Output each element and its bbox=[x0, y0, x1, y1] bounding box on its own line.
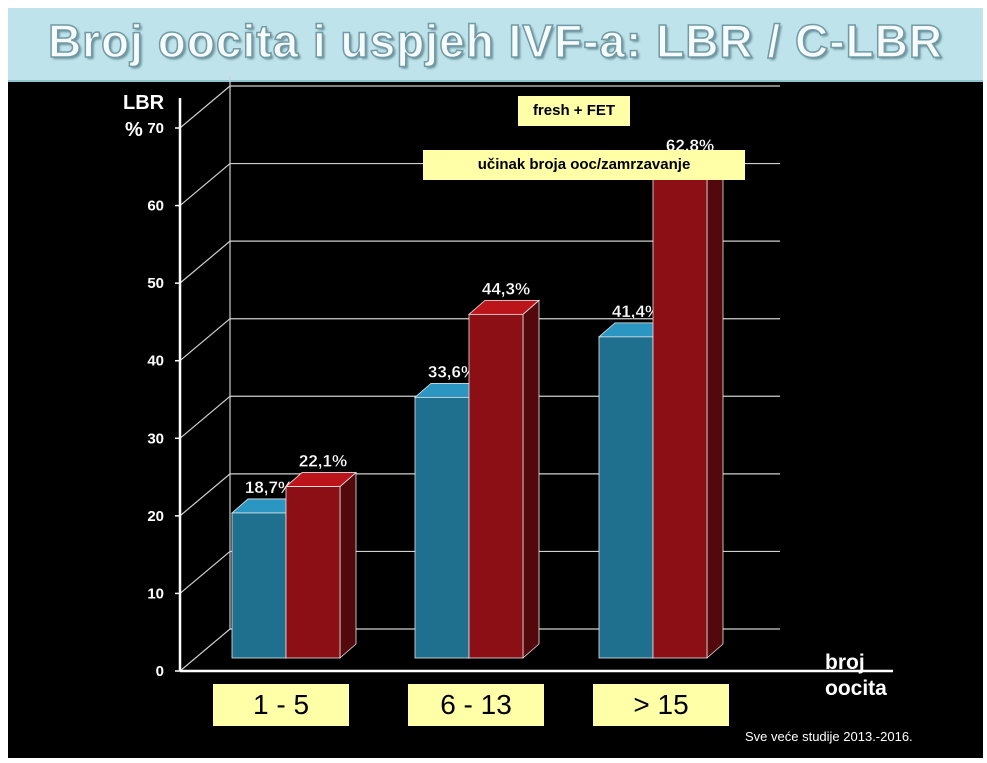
category-box-2: 6 - 13 bbox=[408, 684, 544, 726]
grid-diagonal bbox=[179, 395, 231, 439]
x-axis-label-line-1: broj bbox=[825, 651, 865, 674]
category-box-1: 1 - 5 bbox=[213, 684, 349, 726]
grid-diagonal bbox=[179, 628, 231, 672]
y-tick-label: 50 bbox=[147, 275, 164, 292]
note-oocyte-effect: učinak broja ooc/zamrzavanje bbox=[423, 150, 745, 180]
grid-diagonal bbox=[179, 85, 231, 129]
bar bbox=[231, 512, 287, 659]
data-label: 22,1% bbox=[299, 452, 347, 471]
bar bbox=[652, 170, 708, 659]
y-tick-label: 60 bbox=[147, 198, 164, 215]
y-axis-label: LBR bbox=[123, 92, 165, 114]
data-label: 41,4% bbox=[612, 302, 660, 321]
y-tick-label: 70 bbox=[147, 120, 164, 137]
y-tick-label: 20 bbox=[147, 508, 164, 525]
bar bbox=[468, 313, 524, 659]
bar bbox=[414, 396, 470, 659]
y-axis-unit: % bbox=[125, 119, 143, 141]
category-box-3: > 15 bbox=[593, 684, 729, 726]
x-axis-label-line-2: oocita bbox=[825, 677, 887, 700]
data-label: 33,6% bbox=[428, 362, 476, 381]
bar-side bbox=[339, 471, 357, 659]
footnote: Sve veće studije 2013.-2016. bbox=[745, 729, 913, 744]
bar bbox=[285, 486, 341, 659]
slide-title: Broj oocita i uspjeh IVF-a: LBR / C-LBR bbox=[47, 14, 944, 68]
y-tick-label: 10 bbox=[147, 585, 164, 602]
grid-diagonal bbox=[179, 550, 231, 594]
data-label: 44,3% bbox=[482, 279, 530, 298]
grid-diagonal bbox=[179, 163, 231, 207]
grid-diagonal bbox=[179, 473, 231, 517]
slide: Broj oocita i uspjeh IVF-a: LBR / C-LBR … bbox=[8, 8, 983, 758]
data-label: 18,7% bbox=[245, 478, 293, 497]
grid-diagonal bbox=[179, 240, 231, 284]
bar-side bbox=[522, 299, 540, 659]
y-tick-label: 0 bbox=[156, 663, 164, 680]
title-bar: Broj oocita i uspjeh IVF-a: LBR / C-LBR bbox=[8, 8, 983, 82]
y-tick-label: 30 bbox=[147, 430, 164, 447]
grid-diagonal bbox=[179, 318, 231, 362]
x-axis-title: broj oocita bbox=[825, 650, 887, 702]
note-fresh-fet: fresh + FET bbox=[518, 96, 630, 126]
y-axis-title: LBR % bbox=[123, 90, 164, 144]
bar-side bbox=[706, 155, 724, 659]
y-tick-label: 40 bbox=[147, 353, 164, 370]
bar bbox=[598, 336, 654, 659]
